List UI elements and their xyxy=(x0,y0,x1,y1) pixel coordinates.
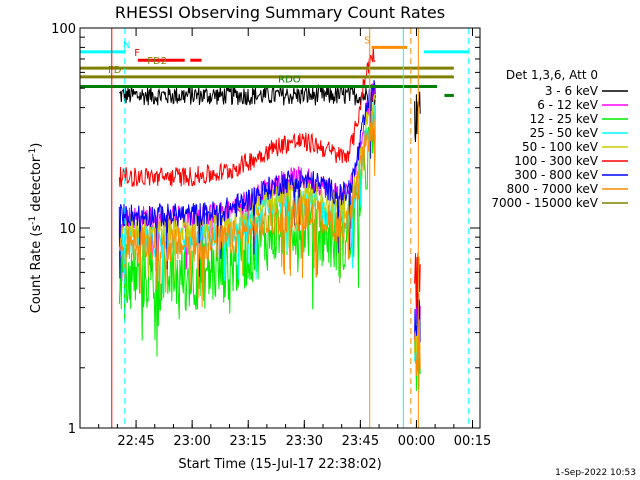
legend-label: 25 - 50 keV xyxy=(530,126,599,140)
legend-label: 3 - 6 keV xyxy=(545,84,599,98)
x-tick-label: 00:15 xyxy=(454,434,491,449)
y-axis-label-main: Count Rate (s xyxy=(29,225,44,314)
x-tick-label: 23:45 xyxy=(342,434,379,449)
flag-label: F xyxy=(134,48,140,59)
y-axis-label-tail: detector xyxy=(29,156,44,216)
legend-label: 6 - 12 keV xyxy=(537,98,599,112)
x-tick-label: 23:15 xyxy=(229,434,266,449)
flag-label: FD2 xyxy=(147,56,167,67)
flag-label: S xyxy=(364,35,370,46)
x-tick-label: 00:00 xyxy=(398,434,435,449)
series-3-6-kev xyxy=(118,83,421,142)
series-line-post xyxy=(414,91,421,142)
series-800-7000-kev xyxy=(118,105,421,376)
series-line-post xyxy=(414,292,421,343)
flag-label: N xyxy=(123,40,130,51)
flag-label: RDO xyxy=(278,74,301,85)
x-axis: 22:45 23:00 23:15 23:30 23:45 00:00 00:15 xyxy=(79,28,491,449)
series-line xyxy=(118,46,376,188)
legend-label: 50 - 100 keV xyxy=(522,140,599,154)
x-tick-label: 23:00 xyxy=(173,434,210,449)
legend-label: 7000 - 15000 keV xyxy=(491,196,598,210)
series-300-800-kev xyxy=(118,80,421,343)
series-line xyxy=(118,83,376,107)
x-axis-label: Start Time (15-Jul-17 22:38:02) xyxy=(178,457,381,472)
legend-label: 100 - 300 keV xyxy=(514,154,598,168)
series-line xyxy=(118,105,376,308)
x-tick-label: 22:45 xyxy=(117,434,154,449)
y-axis-label-end: ) xyxy=(29,143,44,148)
y-axis: 1 10 100 xyxy=(51,22,480,437)
legend-label: 800 - 7000 keV xyxy=(507,182,599,196)
legend-header: Det 1,3,6, Att 0 xyxy=(506,68,598,82)
plot-area xyxy=(118,46,421,392)
series-line xyxy=(118,80,376,279)
y-axis-label-sup2: -1 xyxy=(28,148,38,157)
legend-label: 300 - 800 keV xyxy=(514,168,598,182)
y-tick-label: 1 xyxy=(68,422,76,437)
y-axis-label: Count Rate (s-1 detector-1) xyxy=(28,143,44,314)
y-tick-label: 10 xyxy=(59,222,76,237)
x-tick-label: 23:30 xyxy=(286,434,323,449)
flag-label: FD xyxy=(108,65,122,76)
series-line-post xyxy=(414,319,421,376)
chart-title: RHESSI Observing Summary Count Rates xyxy=(115,3,445,22)
y-axis-label-sup: -1 xyxy=(28,216,38,225)
y-tick-label: 100 xyxy=(51,22,76,37)
legend-label: 12 - 25 keV xyxy=(530,112,599,126)
footer-timestamp: 1-Sep-2022 10:53 xyxy=(555,468,636,478)
observing-flags: NF FD2 FD RDO S xyxy=(80,35,469,97)
